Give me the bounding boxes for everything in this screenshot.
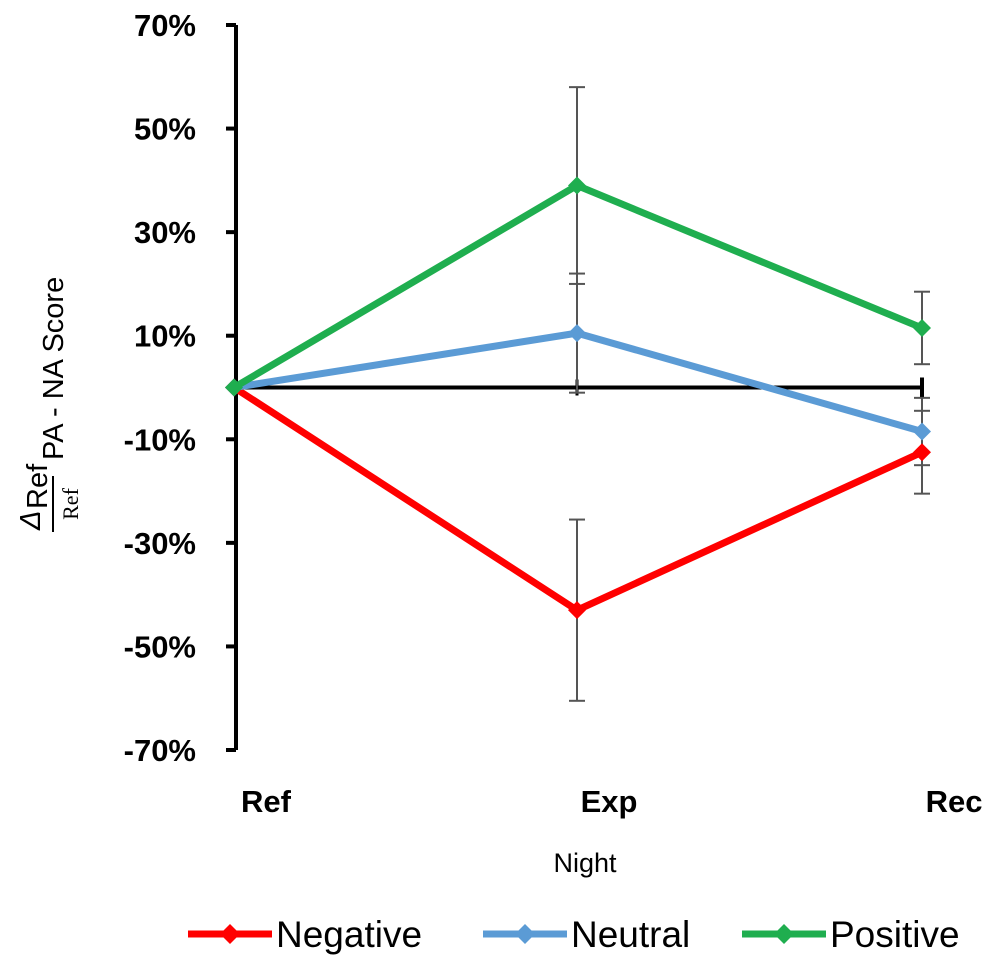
legend-swatch-marker: [220, 924, 240, 944]
data-point-neutral: [913, 422, 931, 441]
legend-item-positive: Positive: [742, 914, 960, 955]
data-point-negative: [568, 601, 586, 620]
y-axis-title-text: PA - NA Score: [38, 277, 70, 460]
x-axis-title: Night: [553, 848, 617, 878]
data-point-positive: [568, 176, 586, 195]
legend-label: Positive: [830, 914, 960, 955]
x-tick-labels: Ref Exp Rec: [241, 784, 982, 819]
data-point-positive: [913, 318, 931, 337]
y-tick-label: 30%: [134, 215, 196, 250]
y-tick-label: -70%: [124, 733, 196, 768]
x-tick-label: Rec: [926, 784, 983, 819]
y-axis-title-delta: Δ: [15, 511, 47, 531]
data-point-neutral: [568, 324, 586, 343]
data-point-negative: [913, 443, 931, 462]
axes: [234, 25, 924, 750]
series-lines: [225, 176, 931, 620]
y-tick-label: -50%: [124, 629, 196, 664]
y-tick-label: -10%: [124, 422, 196, 457]
y-axis-title-denominator: Ref: [58, 487, 83, 519]
x-tick-label: Exp: [581, 784, 638, 819]
x-tick-label: Ref: [241, 784, 292, 819]
legend-swatch-marker: [774, 924, 794, 944]
y-tick-labels: 70% 50% 30% 10% -10% -30% -50% -70%: [124, 8, 236, 768]
y-tick-label: 10%: [134, 319, 196, 354]
legend-label: Negative: [276, 914, 422, 955]
legend-swatch-marker: [515, 924, 535, 944]
legend: Negative Neutral Positive: [188, 914, 960, 955]
y-axis-title-delta-subscript: Ref: [22, 463, 54, 509]
y-tick-label: -30%: [124, 526, 196, 561]
y-tick-label: 70%: [134, 8, 196, 43]
legend-item-neutral: Neutral: [483, 914, 690, 955]
y-tick-label: 50%: [134, 112, 196, 147]
error-bars: [569, 86, 930, 702]
data-point-positive: [225, 378, 243, 397]
y-axis-title: Δ Ref Ref PA - NA Score: [15, 277, 83, 532]
legend-label: Neutral: [571, 914, 690, 955]
legend-item-negative: Negative: [188, 914, 422, 955]
